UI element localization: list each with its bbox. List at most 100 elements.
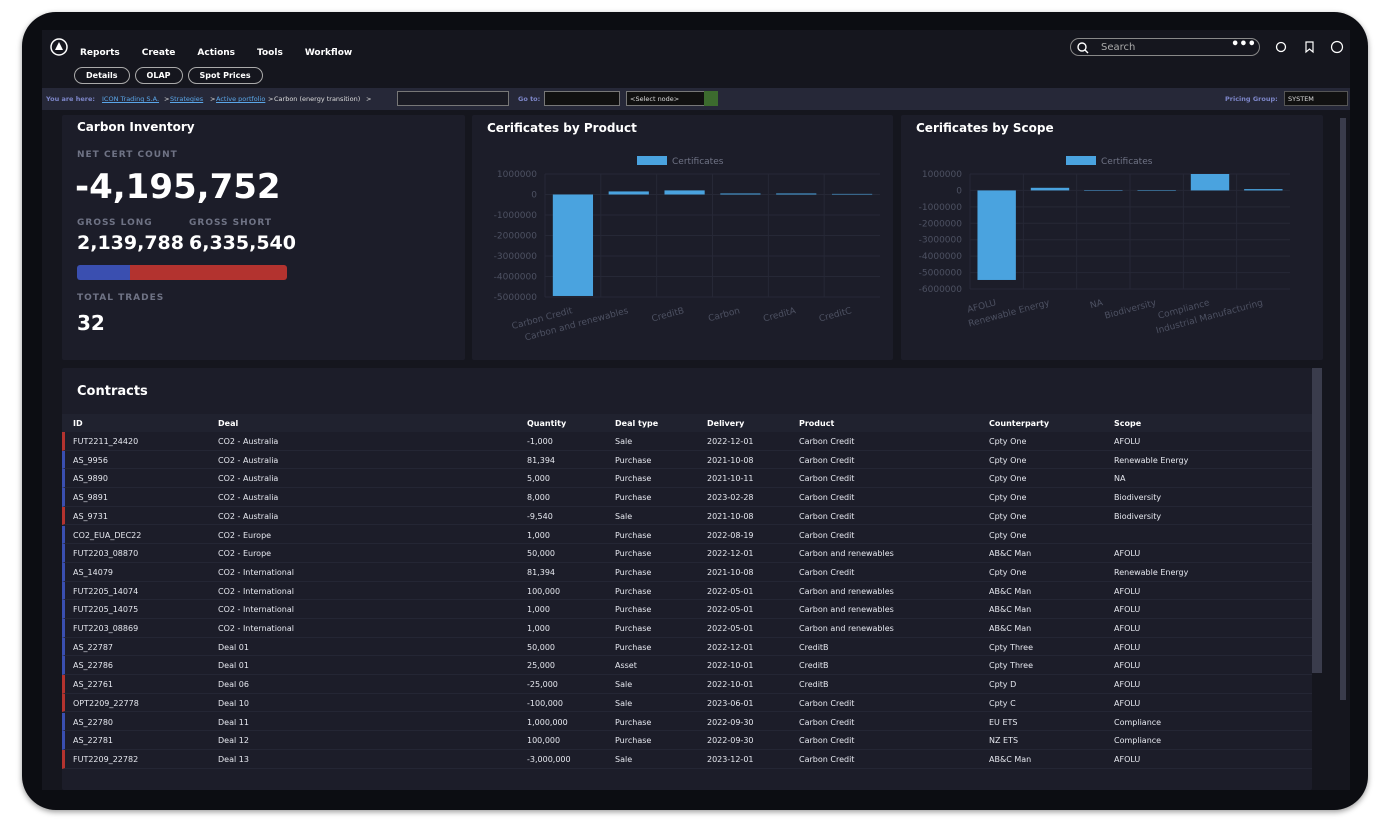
cell: Purchase: [615, 567, 652, 577]
chart: Cerificates by Product Certificates -50000…: [487, 121, 880, 344]
table-row[interactable]: AS_9890 CO2 - Australia 5,000 Purchase 2021-…: [62, 469, 1312, 489]
table-row[interactable]: AS_22787 Deal 01 50,000 Purchase 2022-12-01 C…: [62, 637, 1312, 657]
table-row[interactable]: CO2_EUA_DEC22 CO2 - Europe 1,000 Purchase 20…: [62, 525, 1312, 545]
cell: Cpty One: [989, 455, 1027, 465]
menu-item[interactable]: Reports: [80, 48, 120, 58]
scrollbar[interactable]: [1312, 368, 1322, 673]
x-tick-label: CreditB: [651, 306, 686, 324]
cell: Carbon and renewables: [799, 549, 894, 559]
tab-button[interactable]: Details: [74, 67, 130, 84]
y-tick-label: -1000000: [919, 203, 963, 213]
column-header[interactable]: Delivery: [707, 419, 745, 428]
cell: 2022-10-01: [707, 680, 754, 690]
bar: [977, 190, 1016, 280]
crumb-sep: >: [268, 95, 274, 103]
cell: Cpty One: [989, 567, 1027, 577]
table-row[interactable]: FUT2209_22782 Deal 13 -3,000,000 Sale 2023-1…: [62, 749, 1312, 769]
column-header[interactable]: Quantity: [527, 419, 567, 428]
column-header[interactable]: Deal type: [615, 419, 659, 428]
table-header: ID Deal Quantity Deal type Delivery Product Co…: [62, 414, 1312, 432]
crumb-link[interactable]: ICON Trading S.A.: [102, 95, 160, 103]
cell: CO2 - International: [218, 605, 295, 615]
cell: 2021-10-08: [707, 567, 754, 577]
column-header[interactable]: Deal: [218, 419, 239, 428]
crumb-link[interactable]: Active portfolio: [216, 95, 266, 103]
menu-item[interactable]: Tools: [257, 48, 283, 58]
table-row[interactable]: FUT2205_14075 CO2 - International 1,000 Pur…: [62, 600, 1312, 619]
cell: AFOLU: [1114, 661, 1141, 671]
cell: Sale: [615, 698, 633, 708]
cell: AS_14079: [73, 567, 113, 577]
cell: OPT2209_22778: [73, 698, 139, 708]
node-dropdown[interactable]: [397, 91, 509, 106]
crumb-link[interactable]: Strategies: [170, 95, 204, 103]
y-tick-label: 1000000: [497, 170, 537, 180]
select-arrow[interactable]: [704, 91, 718, 106]
cell: -100,000: [527, 698, 563, 708]
column-header[interactable]: ID: [73, 419, 83, 428]
cell: AS_9731: [73, 511, 108, 521]
cell: AFOLU: [1114, 754, 1141, 764]
card-title: Contracts: [77, 384, 148, 399]
table-row[interactable]: FUT2203_08870 CO2 - Europe 50,000 Purchase 2…: [62, 544, 1312, 563]
table-row[interactable]: FUT2205_14074 CO2 - International 100,000 P…: [62, 581, 1312, 601]
cell: 81,394: [527, 567, 555, 577]
page-scrollbar[interactable]: [1340, 118, 1346, 700]
cell: NZ ETS: [989, 736, 1019, 746]
cell: 8,000: [527, 493, 550, 503]
bar: [1030, 187, 1070, 191]
y-tick-label: -5000000: [494, 293, 538, 303]
cell: 100,000: [527, 736, 561, 746]
column-header[interactable]: Scope: [1114, 419, 1142, 428]
cell: 1,000: [527, 624, 550, 633]
table-row[interactable]: FUT2211_24420 CO2 - Australia -1,000 Sale 20…: [62, 432, 1312, 451]
cell: Cpty One: [989, 437, 1027, 446]
more[interactable]: •••: [1231, 37, 1256, 52]
cell: 100,000: [527, 586, 561, 596]
cell: CreditB: [799, 642, 829, 652]
cell: Carbon and renewables: [799, 605, 894, 615]
table-row[interactable]: AS_9731 CO2 - Australia -9,540 Sale 2021-10-…: [62, 506, 1312, 526]
table-row[interactable]: AS_22781 Deal 12 100,000 Purchase 2022-09-30…: [62, 731, 1312, 750]
table-row[interactable]: AS_22786 Deal 01 25,000 Asset 2022-10-01 Cred…: [62, 656, 1312, 676]
crumb-prefix: You are here:: [46, 95, 95, 103]
menu-item[interactable]: Create: [141, 48, 176, 58]
table-row[interactable]: AS_14079 CO2 - International 81,394 Purchas…: [62, 562, 1312, 582]
gross-long: 2,139,788: [77, 232, 184, 254]
logo[interactable]: [50, 38, 68, 56]
cell: 50,000: [527, 642, 555, 652]
table-row[interactable]: OPT2209_22778 Deal 10 -100,000 Sale 2023-06-…: [62, 693, 1312, 713]
tab-button[interactable]: OLAP: [134, 67, 183, 84]
table-row[interactable]: AS_9956 CO2 - Australia 81,394 Purchase 2021…: [62, 450, 1312, 470]
menu-item[interactable]: Workflow: [304, 48, 353, 58]
table-row[interactable]: AS_22761 Deal 06 -25,000 Sale 2022-10-01 Cred…: [62, 675, 1312, 694]
table-row[interactable]: FUT2203_08869 CO2 - International 1,000 Pur…: [62, 619, 1312, 638]
select-node[interactable]: <Select node>: [626, 91, 718, 106]
cell: Deal 01: [218, 642, 249, 652]
table-row[interactable]: AS_9891 CO2 - Australia 8,000 Purchase 2023-…: [62, 488, 1312, 507]
cell: 2022-12-01: [707, 549, 754, 559]
cell: 81,394: [527, 455, 555, 465]
cell: 2023-06-01: [707, 698, 754, 708]
gross-short: 6,335,540: [189, 232, 296, 254]
column-header[interactable]: Product: [799, 419, 835, 428]
cell: 2022-05-01: [707, 624, 754, 633]
search-box[interactable]: Search •••: [1070, 37, 1260, 56]
toolbar-icons[interactable]: [1274, 40, 1344, 54]
inventory-card: Carbon Inventory NET CERT COUNT -4,195,7…: [62, 115, 465, 360]
bar: [831, 193, 873, 195]
y-tick-label: -2000000: [919, 219, 963, 229]
cell: CreditB: [799, 661, 829, 671]
goto-input[interactable]: [544, 91, 620, 106]
table-row[interactable]: AS_22780 Deal 11 1,000,000 Purchase 2022-09-…: [62, 712, 1312, 732]
cell: -25,000: [527, 680, 558, 690]
cell: Carbon Credit: [799, 717, 855, 727]
bar: [1084, 190, 1123, 191]
y-tick-label: -4000000: [919, 252, 963, 262]
cell: 2022-05-01: [707, 605, 754, 615]
cell: 2022-08-19: [707, 530, 754, 540]
tab-button[interactable]: Spot Prices: [187, 67, 263, 84]
column-header[interactable]: Counterparty: [989, 419, 1050, 428]
pricing-value[interactable]: SYSTEM: [1284, 91, 1348, 106]
menu-item[interactable]: Actions: [197, 48, 236, 58]
